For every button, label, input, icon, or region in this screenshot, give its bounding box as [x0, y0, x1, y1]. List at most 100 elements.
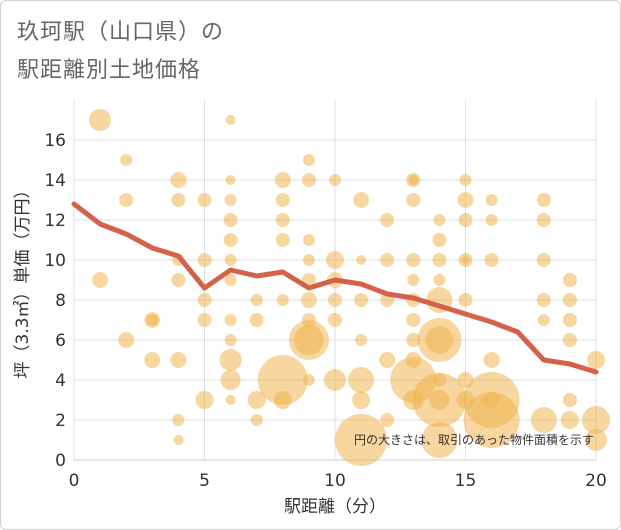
x-axis-label: 駅距離（分）	[284, 497, 386, 517]
price-bubble	[425, 326, 454, 354]
price-bubble	[250, 414, 263, 426]
price-bubble	[274, 172, 291, 188]
price-bubble	[197, 313, 212, 327]
price-bubble	[276, 294, 289, 306]
x-tick-label: 20	[585, 471, 607, 491]
price-bubble	[224, 334, 237, 346]
y-tick-label: 2	[55, 411, 66, 431]
price-bubble	[562, 273, 577, 287]
price-bubble	[379, 352, 396, 368]
price-bubble	[224, 194, 237, 206]
price-bubble	[144, 352, 161, 368]
price-bubble	[421, 422, 458, 458]
y-tick-label: 10	[44, 251, 66, 271]
y-tick-label: 0	[55, 451, 66, 471]
x-tick-label: 0	[69, 471, 80, 491]
price-bubble	[457, 192, 474, 208]
price-bubble	[219, 349, 242, 371]
price-bubble	[483, 392, 500, 408]
price-bubble	[173, 435, 184, 445]
price-bubble	[380, 213, 395, 227]
price-bubble	[356, 255, 367, 265]
price-bubble	[300, 292, 317, 308]
price-bubble	[223, 213, 238, 227]
y-tick-label: 8	[55, 291, 66, 311]
price-bubble	[459, 174, 472, 186]
price-bubble	[224, 314, 237, 326]
price-bubble	[582, 406, 610, 434]
y-tick-label: 6	[55, 331, 66, 351]
price-bubble	[352, 391, 371, 409]
bubbles	[89, 109, 610, 466]
price-bubble	[197, 293, 212, 307]
price-bubble	[335, 414, 388, 466]
average-price-line	[71, 201, 599, 375]
price-bubble	[171, 193, 186, 207]
price-bubble	[560, 411, 579, 429]
price-bubble	[461, 256, 470, 264]
price-bubble	[328, 293, 342, 307]
price-bubble	[275, 193, 290, 207]
price-bubble	[302, 374, 315, 386]
price-bubble	[562, 333, 577, 347]
y-tick-label: 4	[55, 371, 66, 391]
price-bubble	[224, 254, 237, 266]
price-bubble	[536, 193, 551, 207]
price-bubble	[223, 233, 238, 247]
price-bubble	[536, 293, 551, 307]
axis-ticks: 0 5 10 15 20 0 2 4 6 8 10 12 14 16	[44, 131, 606, 491]
price-bubble	[302, 234, 315, 246]
chart-title-line2: 駅距離別土地価格	[17, 58, 202, 83]
price-bubble	[562, 393, 577, 407]
price-bubble	[587, 351, 605, 369]
price-bubble	[197, 193, 212, 207]
y-axis-label: 坪（3.3㎡）単価（万円）	[13, 181, 33, 378]
price-bubble	[536, 213, 551, 227]
price-bubble	[484, 253, 499, 267]
price-bubble	[249, 313, 264, 327]
price-bubble	[224, 274, 237, 286]
price-bubble	[406, 193, 421, 207]
price-bubble	[406, 313, 421, 327]
price-bubble	[120, 154, 133, 166]
price-bubble	[250, 294, 263, 306]
price-bubble	[485, 214, 498, 226]
price-bubble	[463, 392, 520, 448]
price-bubble	[406, 333, 421, 347]
price-bubble	[293, 325, 324, 355]
price-bubble	[433, 274, 446, 286]
x-tick-label: 10	[324, 471, 346, 491]
price-bubble	[433, 214, 446, 226]
price-bubble	[302, 254, 315, 266]
price-bubble	[537, 314, 550, 326]
price-bubble	[195, 391, 214, 409]
price-bubble	[247, 391, 266, 409]
price-bubble	[170, 172, 187, 188]
y-tick-label: 12	[44, 211, 66, 231]
price-bubble	[585, 429, 607, 451]
price-bubble	[275, 213, 290, 227]
price-bubble	[485, 194, 498, 206]
size-annotation: 円の大きさは、取引のあった物件面積を示す	[354, 432, 594, 447]
price-bubble	[220, 370, 241, 390]
price-bubble	[225, 395, 236, 405]
price-bubble	[197, 253, 212, 267]
price-bubble	[146, 314, 159, 326]
price-bubble	[302, 154, 315, 166]
price-bubble	[329, 174, 341, 186]
x-tick-label: 5	[199, 471, 210, 491]
price-bubble	[225, 175, 236, 185]
price-bubble	[354, 293, 369, 307]
price-bubble	[429, 390, 450, 410]
price-bubble	[408, 175, 419, 185]
price-bubble	[171, 273, 186, 287]
price-bubble	[324, 369, 346, 391]
price-bubble	[326, 251, 344, 269]
price-bubble	[92, 272, 109, 288]
chart-title-line1: 玖珂駅（山口県）の	[17, 20, 225, 45]
x-tick-label: 15	[455, 471, 477, 491]
price-bubble	[119, 193, 134, 207]
price-bubble	[407, 274, 420, 286]
price-bubble	[562, 313, 577, 327]
price-bubble	[355, 334, 368, 346]
